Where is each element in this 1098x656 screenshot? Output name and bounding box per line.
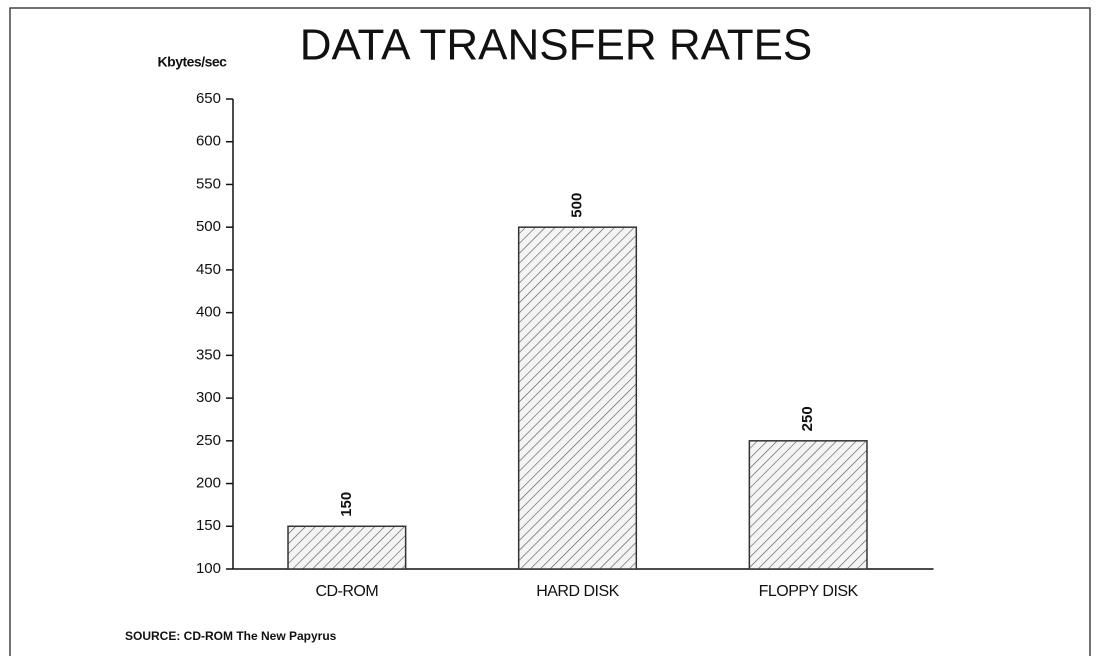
y-axis-label: Kbytes/sec [158, 54, 228, 70]
y-tick-label: 100 [196, 560, 221, 577]
bar [287, 525, 407, 570]
y-tick-label: 450 [196, 261, 221, 278]
value-label: 150 [338, 492, 355, 517]
y-tick-label: 500 [196, 218, 221, 235]
value-label: 500 [568, 193, 585, 218]
source-note: SOURCE: CD-ROM The New Papyrus [125, 629, 337, 643]
y-tick-label: 300 [196, 389, 221, 406]
frame [9, 7, 1091, 656]
x-tick-label: CD-ROM [315, 583, 378, 600]
chart-title: DATA TRANSFER RATES [300, 21, 813, 70]
y-tick-label: 150 [196, 517, 221, 534]
y-tick-label: 250 [196, 432, 221, 449]
y-tick-label: 400 [196, 304, 221, 321]
y-tick-label: 600 [196, 133, 221, 150]
bar [748, 440, 868, 570]
y-tick-label: 200 [196, 475, 221, 492]
y-tick-label: 550 [196, 175, 221, 192]
y-tick-label: 650 [196, 90, 221, 107]
y-tick-label: 350 [196, 346, 221, 363]
x-tick-label: FLOPPY DISK [759, 583, 859, 600]
x-tick-label: HARD DISK [536, 583, 619, 600]
bar [517, 226, 638, 570]
value-label: 250 [799, 406, 816, 431]
